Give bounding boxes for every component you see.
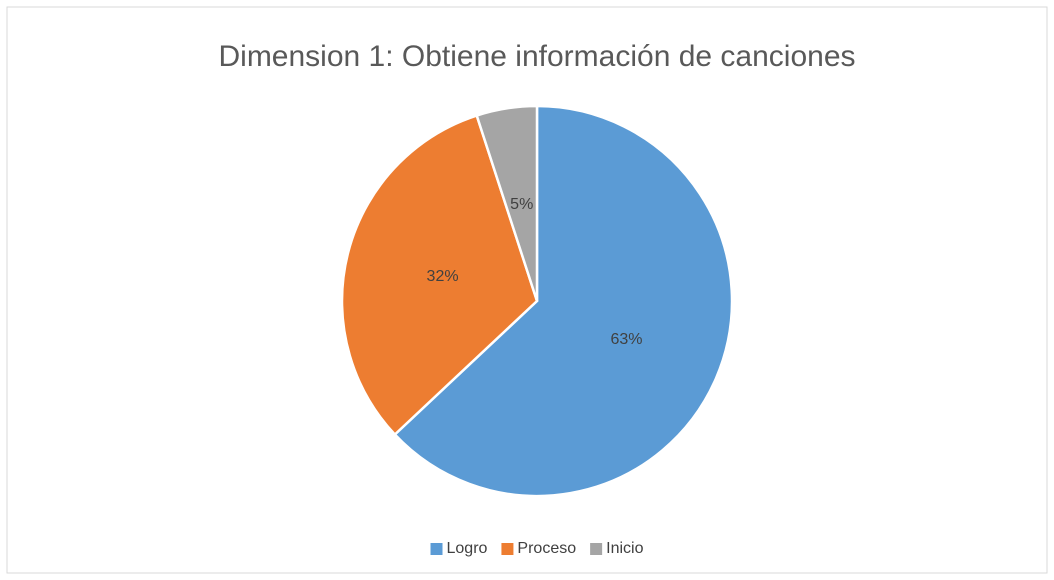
data-label: 32% xyxy=(427,268,459,285)
legend: Logro Proceso Inicio xyxy=(430,540,644,557)
legend-swatch xyxy=(430,543,443,555)
legend-label: Proceso xyxy=(517,540,576,557)
legend-swatch xyxy=(590,543,603,555)
data-label: 63% xyxy=(610,331,642,348)
chart-title: Dimension 1: Obtiene información de canc… xyxy=(218,40,855,73)
legend-swatch xyxy=(501,543,514,555)
data-label: 5% xyxy=(510,196,533,213)
legend-label: Inicio xyxy=(606,540,643,557)
pie-slice xyxy=(393,104,734,498)
legend-label: Logro xyxy=(447,540,488,557)
pie-slice xyxy=(475,104,539,302)
pie-slice xyxy=(340,113,539,437)
